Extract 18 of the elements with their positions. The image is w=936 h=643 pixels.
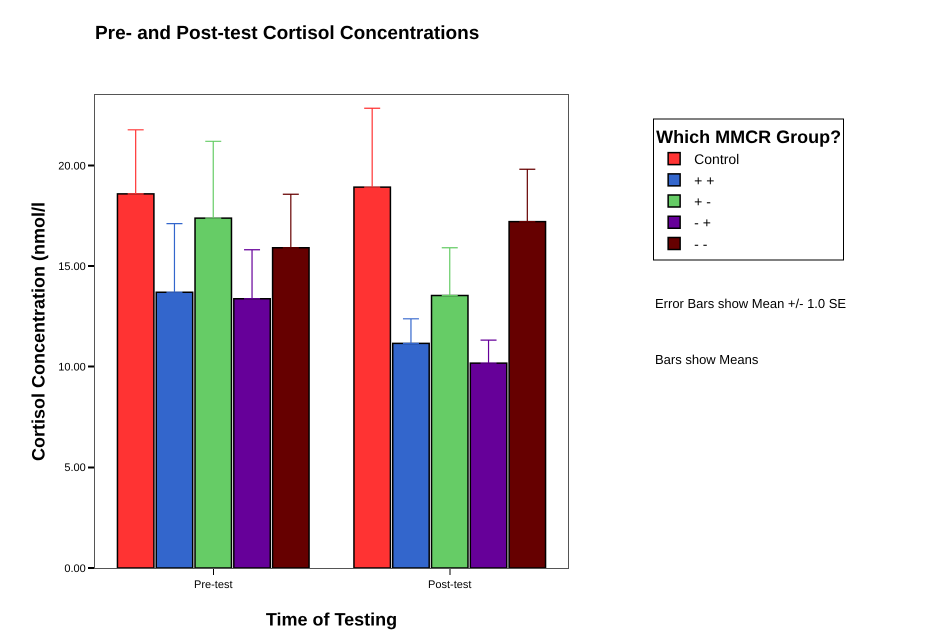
chart-title: Pre- and Post-test Cortisol Concentrations [95, 23, 480, 44]
y-tick-label: 5.00 [64, 462, 86, 474]
x-axis-title: Time of Testing [266, 609, 398, 630]
legend-label: Control [694, 151, 740, 168]
y-tick-label: 15.00 [58, 260, 86, 273]
legend-title: Which MMCR Group? [656, 127, 842, 148]
text: Error Bars show Mean +/- 1.0 SE [655, 296, 846, 311]
y-tick-label: 0.00 [64, 562, 86, 575]
y-axis-title: Cortisol Concentration (nmol/l [28, 202, 48, 461]
x-tick-label: Post-test [428, 579, 472, 592]
x-tick-label: Pre-test [194, 579, 233, 592]
y-tick-label: 20.00 [58, 160, 86, 172]
text: Bars show Means [655, 352, 759, 367]
y-tick-label: 10.00 [58, 362, 86, 374]
legend-label: - - [694, 236, 708, 252]
legend-label: - + [694, 214, 711, 231]
legend-label: + - [694, 194, 712, 210]
legend-label: + + [694, 172, 714, 188]
